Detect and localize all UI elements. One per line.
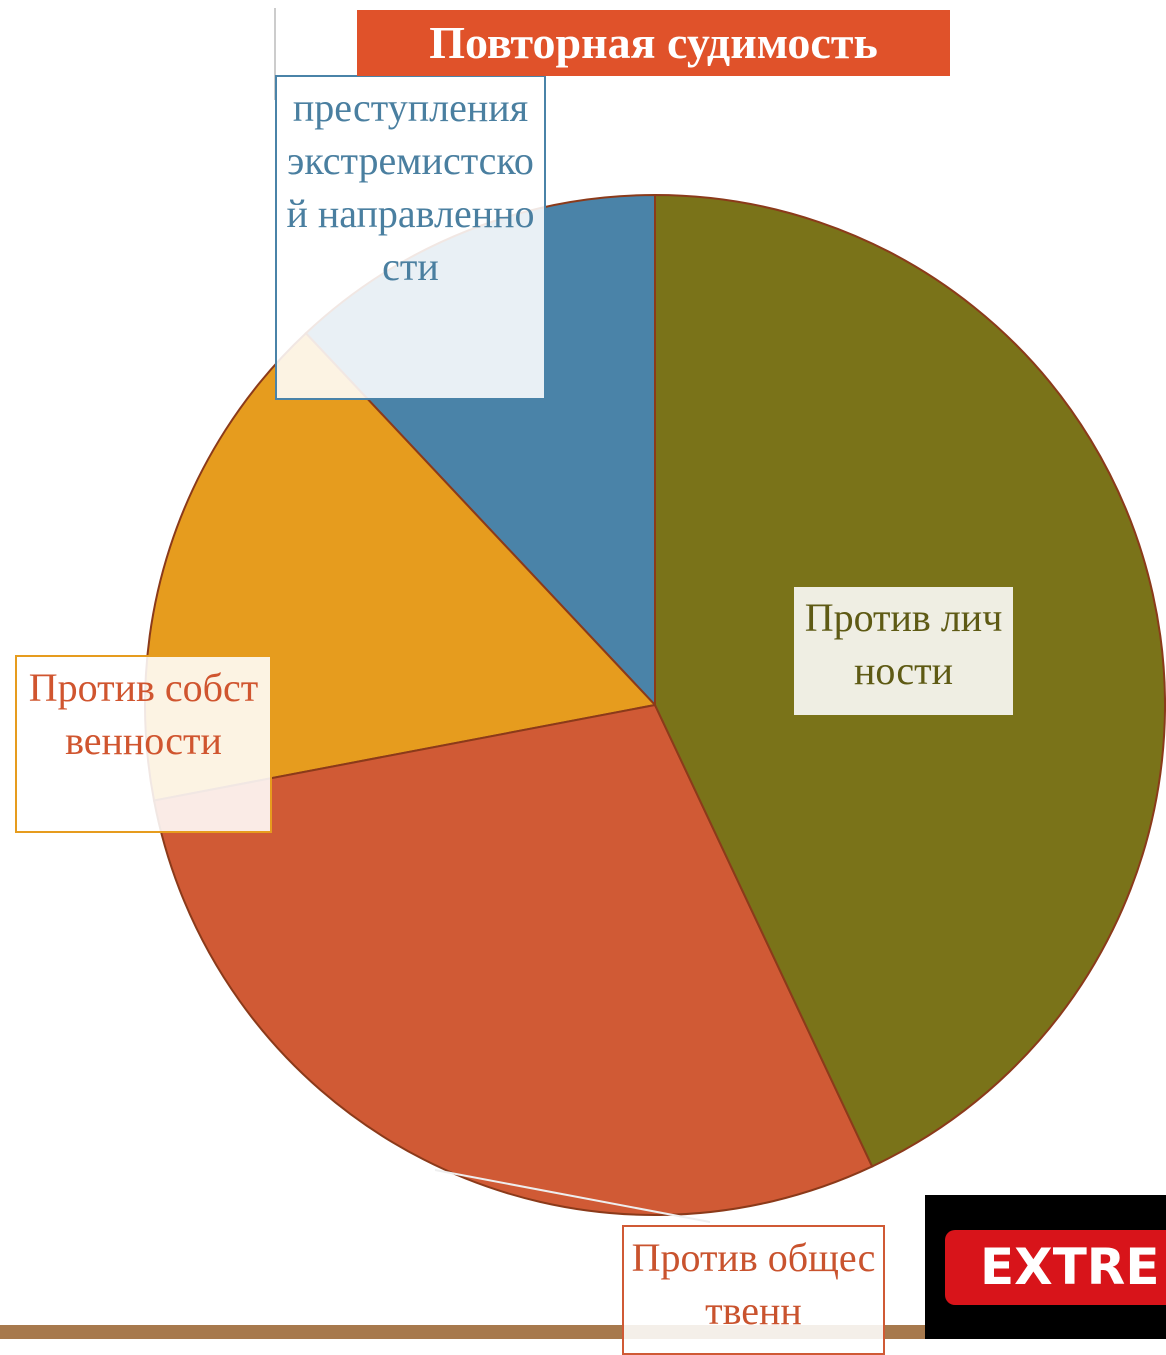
slice-label: Против общественн <box>622 1225 885 1355</box>
slice-label: Против собственности <box>15 655 272 833</box>
slice-label: преступления экстремистской направленнос… <box>275 75 546 400</box>
chart-title: Повторная судимость <box>357 10 950 76</box>
badge-text: EXTRE <box>945 1230 1166 1305</box>
leader-line <box>434 1169 711 1223</box>
slice-label: Против личности <box>792 585 1015 717</box>
badge: EXTRE <box>925 1195 1166 1339</box>
pie-slice <box>152 703 874 1216</box>
